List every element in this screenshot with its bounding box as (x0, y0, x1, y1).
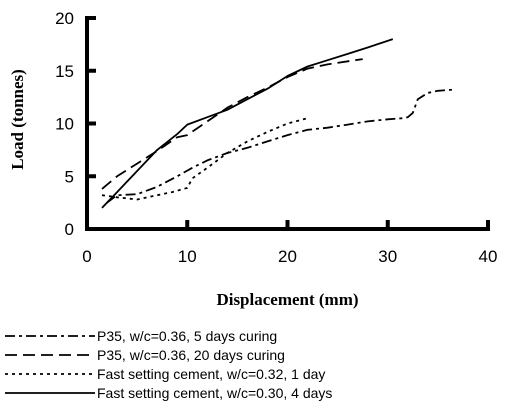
x-tick-label: 40 (479, 247, 498, 266)
legend: P35, w/c=0.36, 5 days curing P35, w/c=0.3… (5, 328, 332, 401)
y-tick-label: 10 (55, 115, 74, 134)
axis-layer: 0 10 20 30 40 0 5 10 15 20 (55, 9, 497, 266)
x-tick-label: 0 (82, 247, 91, 266)
x-axis-title: Displacement (mm) (216, 290, 358, 309)
y-tick-label: 0 (65, 220, 74, 239)
y-tick-label: 5 (65, 167, 74, 186)
x-ticks: 0 10 20 30 40 (82, 220, 497, 266)
series-layer (101, 38, 453, 209)
series-line-3 (101, 117, 308, 201)
legend-label-2: P35, w/c=0.36, 20 days curing (97, 347, 285, 363)
y-ticks: 0 5 10 15 20 (55, 9, 96, 239)
series-line-1 (106, 88, 453, 204)
series-line-2 (101, 58, 363, 190)
y-tick-label: 15 (55, 62, 74, 81)
x-tick-label: 30 (378, 247, 397, 266)
y-tick-label: 20 (55, 9, 74, 28)
legend-label-1: P35, w/c=0.36, 5 days curing (97, 328, 277, 344)
x-tick-label: 10 (178, 247, 197, 266)
y-axis-title: Load (tonnes) (8, 69, 27, 170)
x-tick-label: 20 (278, 247, 297, 266)
series-line-4 (101, 38, 394, 209)
legend-label-4: Fast setting cement, w/c=0.30, 4 days (97, 385, 332, 401)
legend-label-3: Fast setting cement, w/c=0.32, 1 day (97, 366, 325, 382)
